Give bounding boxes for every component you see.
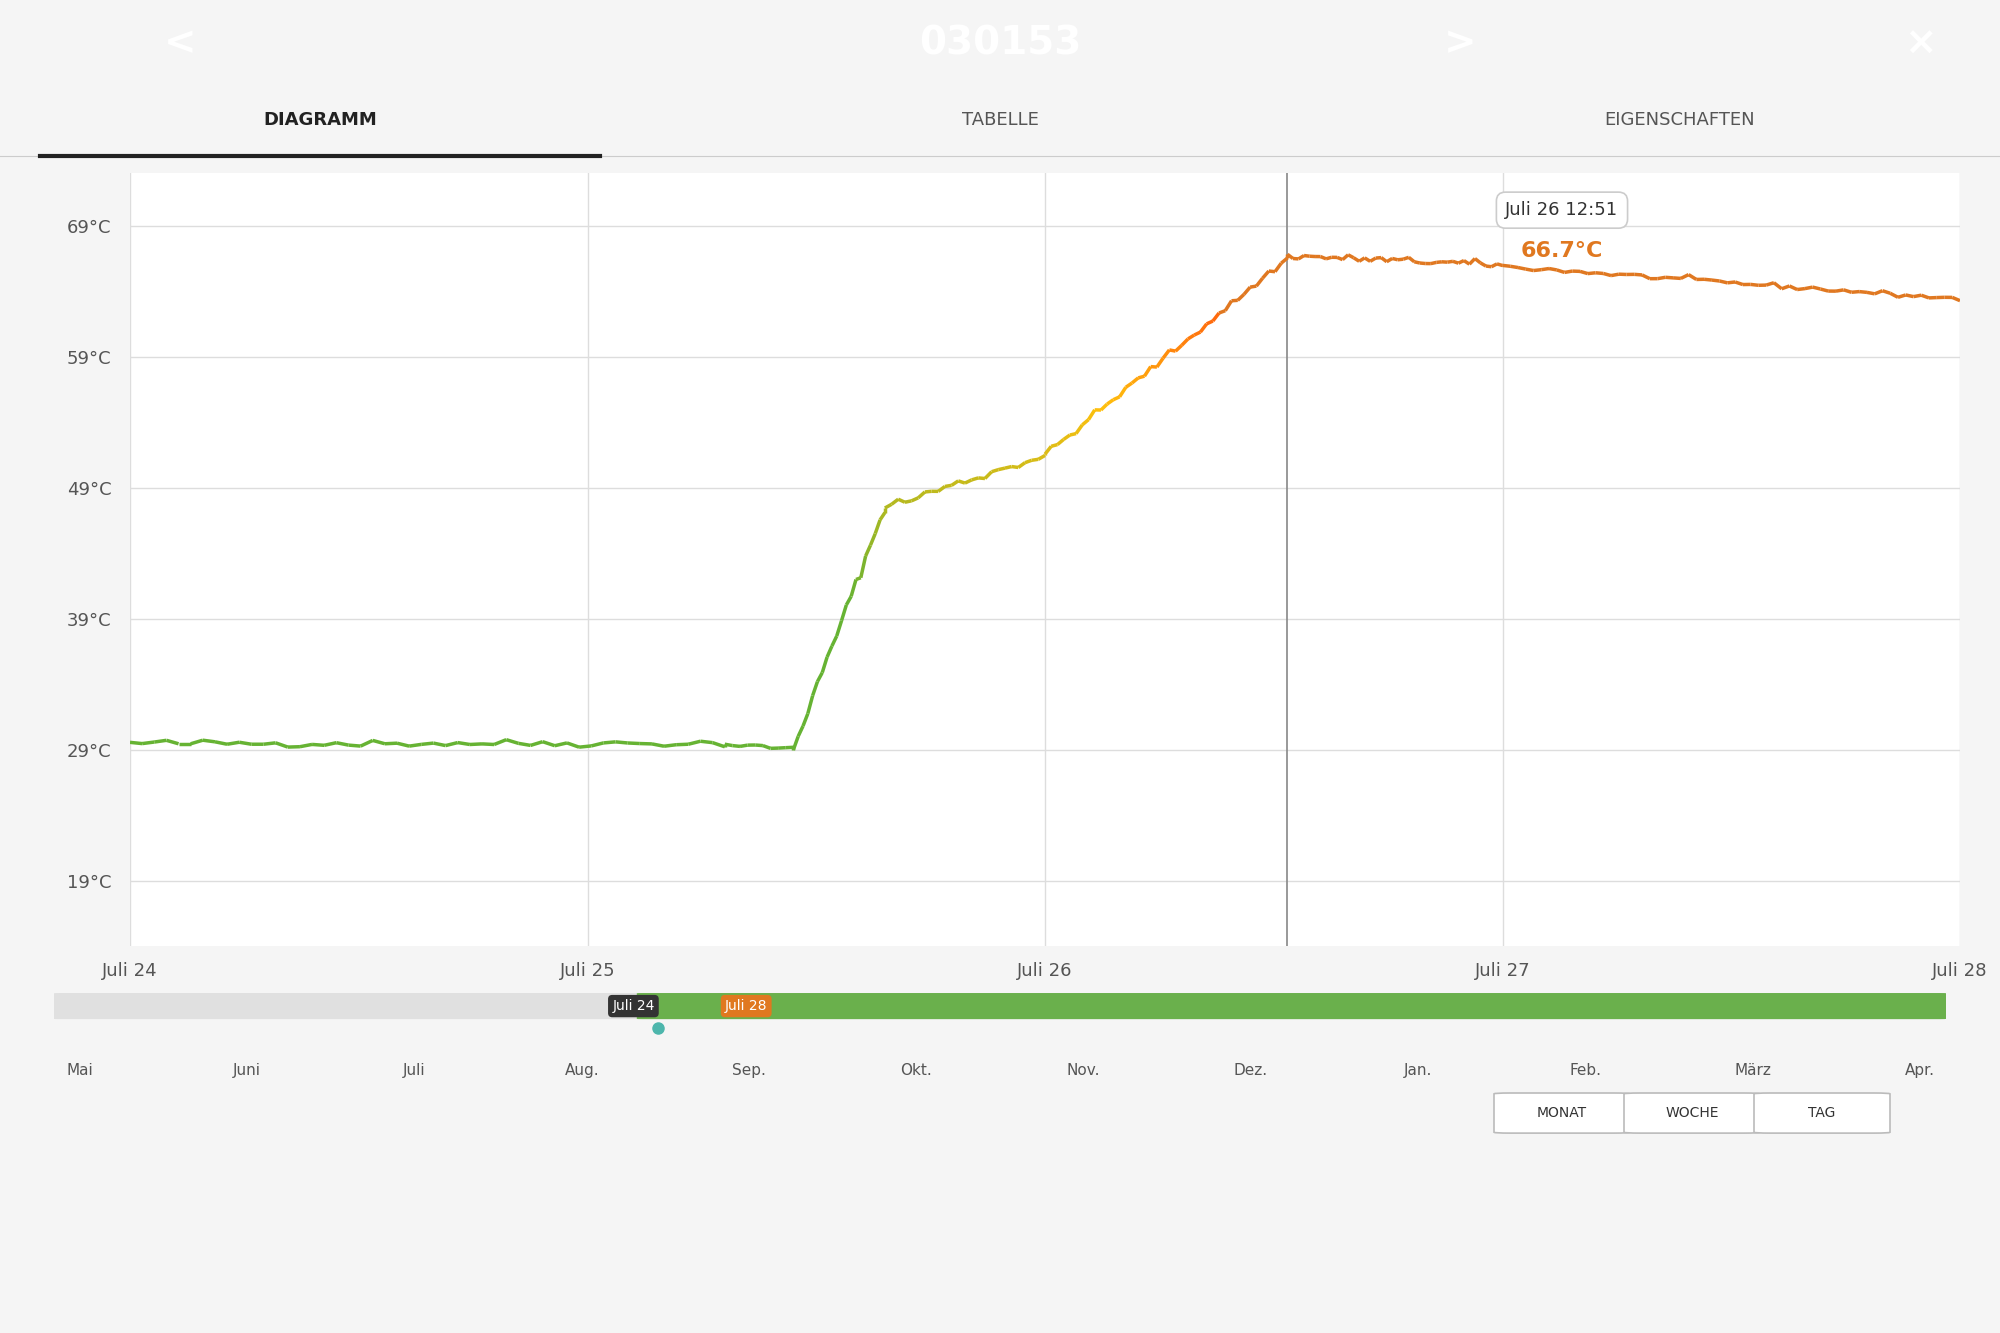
Text: Juni: Juni: [234, 1062, 262, 1078]
Text: WOCHE: WOCHE: [1666, 1106, 1718, 1120]
Text: Sep.: Sep.: [732, 1062, 766, 1078]
Text: TAG: TAG: [1808, 1106, 1836, 1120]
Text: Feb.: Feb.: [1570, 1062, 1602, 1078]
Text: ×: ×: [1904, 24, 1936, 63]
Text: Jan.: Jan.: [1404, 1062, 1432, 1078]
Text: >: >: [1444, 24, 1476, 63]
Text: 030153: 030153: [918, 24, 1082, 63]
Text: 66.7°C: 66.7°C: [1520, 241, 1604, 261]
Text: Juli 26 12:51: Juli 26 12:51: [1506, 201, 1618, 219]
Text: <: <: [164, 24, 196, 63]
Text: EIGENSCHAFTEN: EIGENSCHAFTEN: [1604, 111, 1756, 129]
FancyBboxPatch shape: [1624, 1093, 1760, 1133]
Text: MONAT: MONAT: [1536, 1106, 1588, 1120]
FancyBboxPatch shape: [636, 993, 1946, 1020]
Text: Juli 24: Juli 24: [612, 998, 654, 1013]
FancyBboxPatch shape: [1754, 1093, 1890, 1133]
Text: Dez.: Dez.: [1234, 1062, 1268, 1078]
Text: Apr.: Apr.: [1904, 1062, 1936, 1078]
Text: DIAGRAMM: DIAGRAMM: [264, 111, 376, 129]
Text: Mai: Mai: [66, 1062, 94, 1078]
Text: TABELLE: TABELLE: [962, 111, 1038, 129]
FancyBboxPatch shape: [54, 993, 1946, 1020]
Text: Juli: Juli: [404, 1062, 426, 1078]
Text: Okt.: Okt.: [900, 1062, 932, 1078]
Text: Juli 28: Juli 28: [724, 998, 768, 1013]
FancyBboxPatch shape: [1494, 1093, 1630, 1133]
Text: März: März: [1734, 1062, 1772, 1078]
Text: Nov.: Nov.: [1066, 1062, 1100, 1078]
Text: Aug.: Aug.: [564, 1062, 600, 1078]
